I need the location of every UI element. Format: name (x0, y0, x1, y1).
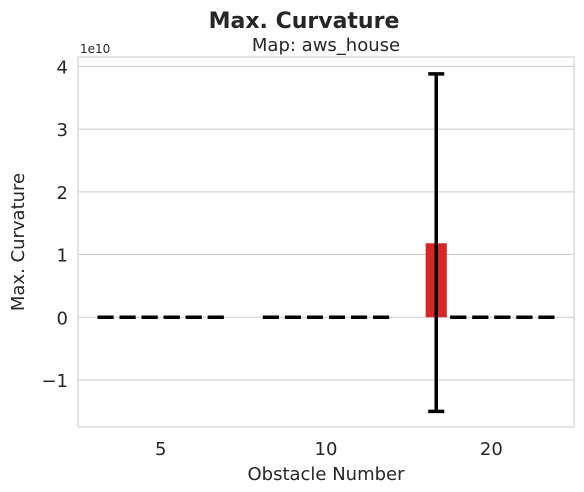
x-tick-label: 20 (480, 439, 503, 460)
y-axis-offset-label: 1e10 (80, 42, 110, 56)
y-tick-labels: −1 0 1 2 3 4 (41, 57, 68, 392)
x-axis-label: Obstacle Number (247, 464, 405, 485)
x-tick-label: 10 (315, 439, 338, 460)
y-tick-label: 1 (57, 246, 68, 267)
error-bars (97, 72, 555, 414)
y-tick-label: 2 (57, 183, 68, 204)
chart-title: Max. Curvature (209, 9, 400, 34)
y-axis-label: Max. Curvature (8, 173, 29, 311)
y-tick-label: 0 (57, 308, 68, 329)
x-tick-labels: 5 10 20 (155, 439, 503, 460)
y-tick-label: 3 (57, 120, 68, 141)
plot-frame (77, 56, 575, 428)
x-tick-label: 5 (155, 439, 166, 460)
grid-lines (78, 65, 574, 381)
chart-subtitle: Map: aws_house (252, 35, 400, 56)
y-tick-label: 4 (57, 57, 68, 78)
y-tick-label: −1 (41, 371, 68, 392)
